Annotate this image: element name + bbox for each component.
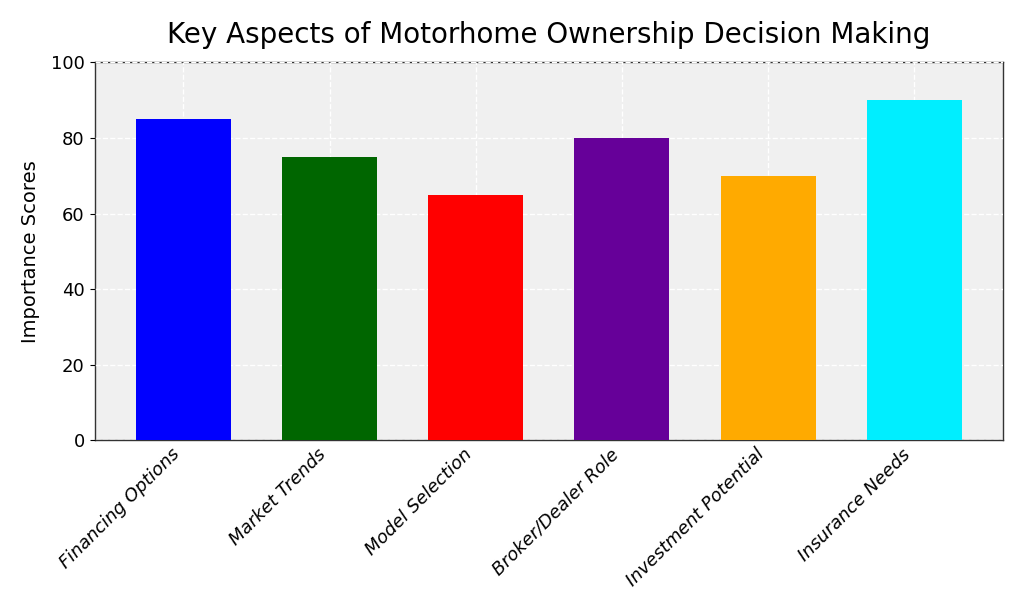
Y-axis label: Importance Scores: Importance Scores [20,160,40,343]
Bar [282,157,377,441]
Bar [867,100,962,441]
Bar [136,119,230,441]
Bar [721,176,816,441]
Bar [428,195,523,441]
Title: Key Aspects of Motorhome Ownership Decision Making: Key Aspects of Motorhome Ownership Decis… [167,21,931,49]
Bar [574,138,670,441]
